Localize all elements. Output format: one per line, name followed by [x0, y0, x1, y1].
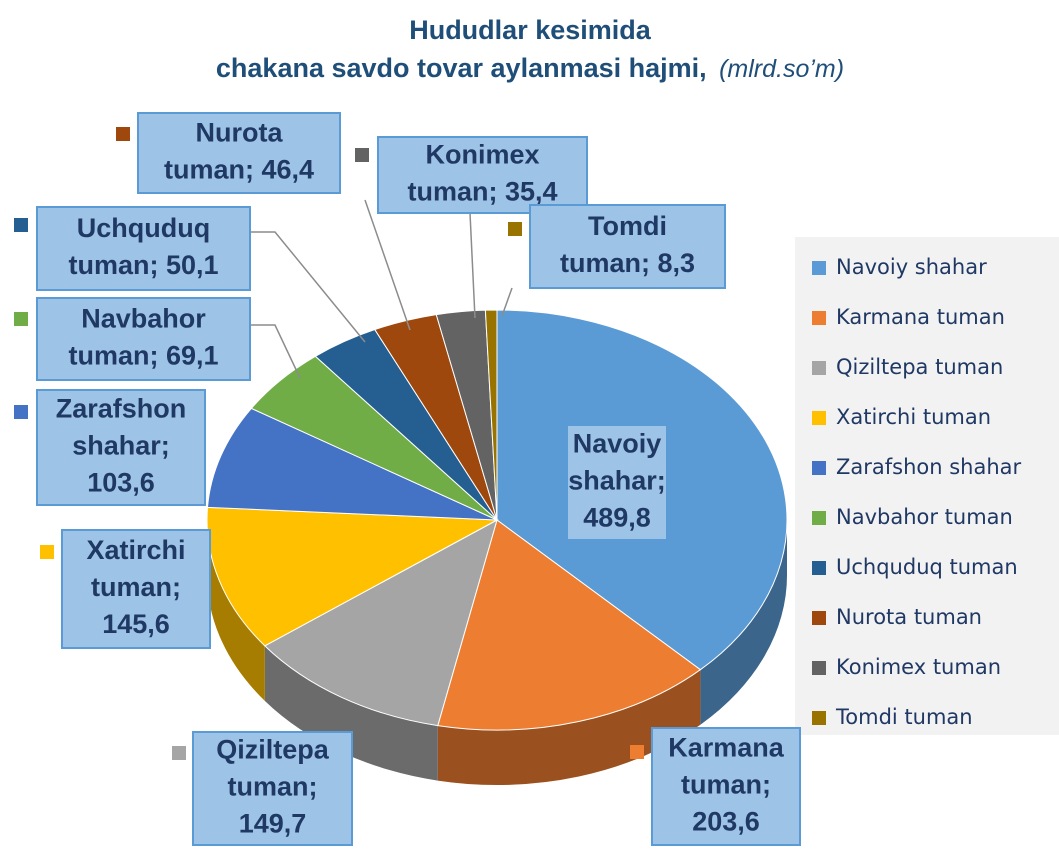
legend-swatch	[812, 461, 826, 475]
legend-label: Qiziltepa tuman	[836, 355, 1003, 379]
label-key	[172, 746, 186, 760]
leader-line	[501, 287, 513, 317]
leader-line	[250, 324, 301, 379]
slice-side	[207, 520, 265, 701]
data-label: Navbahor tuman; 69,1	[68, 304, 218, 371]
legend-label: Karmana tuman	[836, 305, 1005, 329]
slice-side-shade	[207, 520, 265, 701]
label-box	[36, 297, 251, 381]
legend-label: Tomdi tuman	[835, 705, 973, 729]
leader-line	[250, 231, 366, 343]
legend-label: Zarafshon shahar	[836, 455, 1022, 479]
slice	[206, 407, 498, 521]
label-box	[36, 389, 206, 506]
label-key	[355, 148, 369, 162]
legend-swatch	[812, 561, 826, 575]
label-box	[529, 204, 726, 289]
data-label: Konimex tuman; 35,4	[407, 140, 557, 207]
legend-swatch	[812, 361, 826, 375]
slice	[206, 506, 499, 647]
chart-subtitle: chakana savdo tovar aylanmasi hajmi,	[216, 53, 707, 83]
legend-swatch	[812, 511, 826, 525]
data-label: Uchquduq tuman; 50,1	[68, 213, 218, 280]
slice	[263, 518, 498, 727]
legend-swatch	[812, 261, 826, 275]
data-label: Navoiy shahar; 489,8	[568, 429, 666, 533]
chart-title: Hududlar kesimida	[409, 15, 652, 45]
data-label: Karmana tuman; 203,6	[668, 733, 785, 837]
data-label: Nurota tuman; 46,4	[164, 118, 314, 185]
label-box	[137, 112, 341, 194]
chart-subtitle-line: chakana savdo tovar aylanmasi hajmi, (ml…	[216, 53, 844, 83]
label-box	[377, 136, 588, 214]
slice	[484, 309, 498, 521]
label-key	[630, 745, 644, 759]
legend-box	[795, 237, 1059, 735]
label-key	[116, 127, 130, 141]
data-label: Xatirchi tuman; 145,6	[86, 535, 185, 639]
data-label: Qiziltepa tuman; 149,7	[216, 735, 330, 839]
legend-swatch	[812, 711, 826, 725]
legend-label: Konimex tuman	[836, 655, 1001, 679]
legend-label: Navoiy shahar	[836, 255, 987, 279]
data-label: Tomdi tuman; 8,3	[560, 211, 695, 278]
label-box	[36, 206, 251, 291]
label-box	[61, 529, 211, 649]
legend-swatch	[812, 611, 826, 625]
legend-label: Xatirchi tuman	[836, 405, 991, 429]
legend-swatch	[812, 311, 826, 325]
chart-unit: (mlrd.so’m)	[719, 55, 844, 83]
legend-label: Navbahor tuman	[836, 505, 1013, 529]
slice-side	[700, 520, 787, 725]
slice	[437, 519, 702, 731]
label-key	[14, 218, 28, 232]
data-label: Zarafshon shahar; 103,6	[56, 394, 187, 498]
label-key	[14, 405, 28, 419]
label-key	[508, 222, 522, 236]
legend-swatch	[812, 661, 826, 675]
leader-line	[364, 199, 411, 331]
slice-side-shade	[700, 520, 787, 725]
label-box	[566, 424, 668, 541]
leader-line	[469, 212, 476, 319]
legend-swatch	[812, 411, 826, 425]
label-box	[651, 727, 801, 846]
legend-label: Nurota tuman	[836, 605, 982, 629]
legend-label: Uchquduq tuman	[836, 555, 1018, 579]
label-key	[40, 545, 54, 559]
label-key	[14, 312, 28, 326]
label-box	[192, 731, 353, 846]
